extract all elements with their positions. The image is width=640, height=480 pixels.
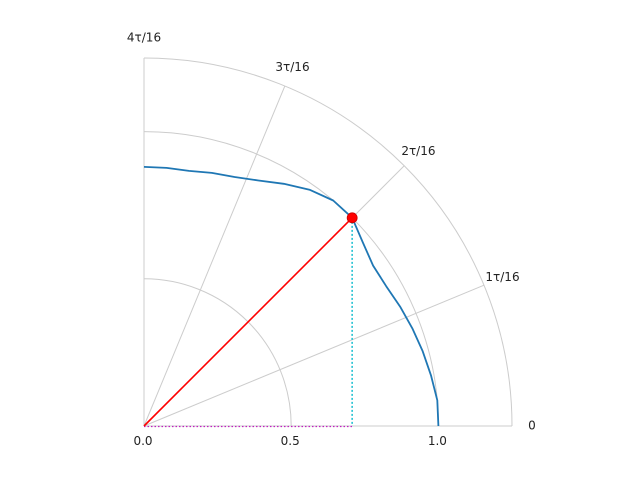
curve-line xyxy=(143,166,440,427)
radius-line xyxy=(143,217,353,427)
angular-grid-line-3 xyxy=(143,85,286,427)
angular-tick-label: 2τ/16 xyxy=(401,144,435,158)
radial-tick-label: 0.0 xyxy=(133,434,152,448)
angular-tick-label: 0 xyxy=(528,419,536,433)
tick-labels: 0.0 0.5 1.0 0 1τ/16 2τ/16 3τ/16 4τ/16 xyxy=(127,31,536,449)
series xyxy=(143,166,440,428)
angular-tick-label: 3τ/16 xyxy=(275,60,309,74)
point-marker xyxy=(346,212,358,224)
radial-tick-label: 0.5 xyxy=(281,434,300,448)
radial-tick-label: 1.0 xyxy=(428,434,447,448)
angular-tick-label: 1τ/16 xyxy=(485,270,519,284)
angular-tick-label: 4τ/16 xyxy=(127,31,161,45)
angular-grid-line-1 xyxy=(143,284,485,427)
